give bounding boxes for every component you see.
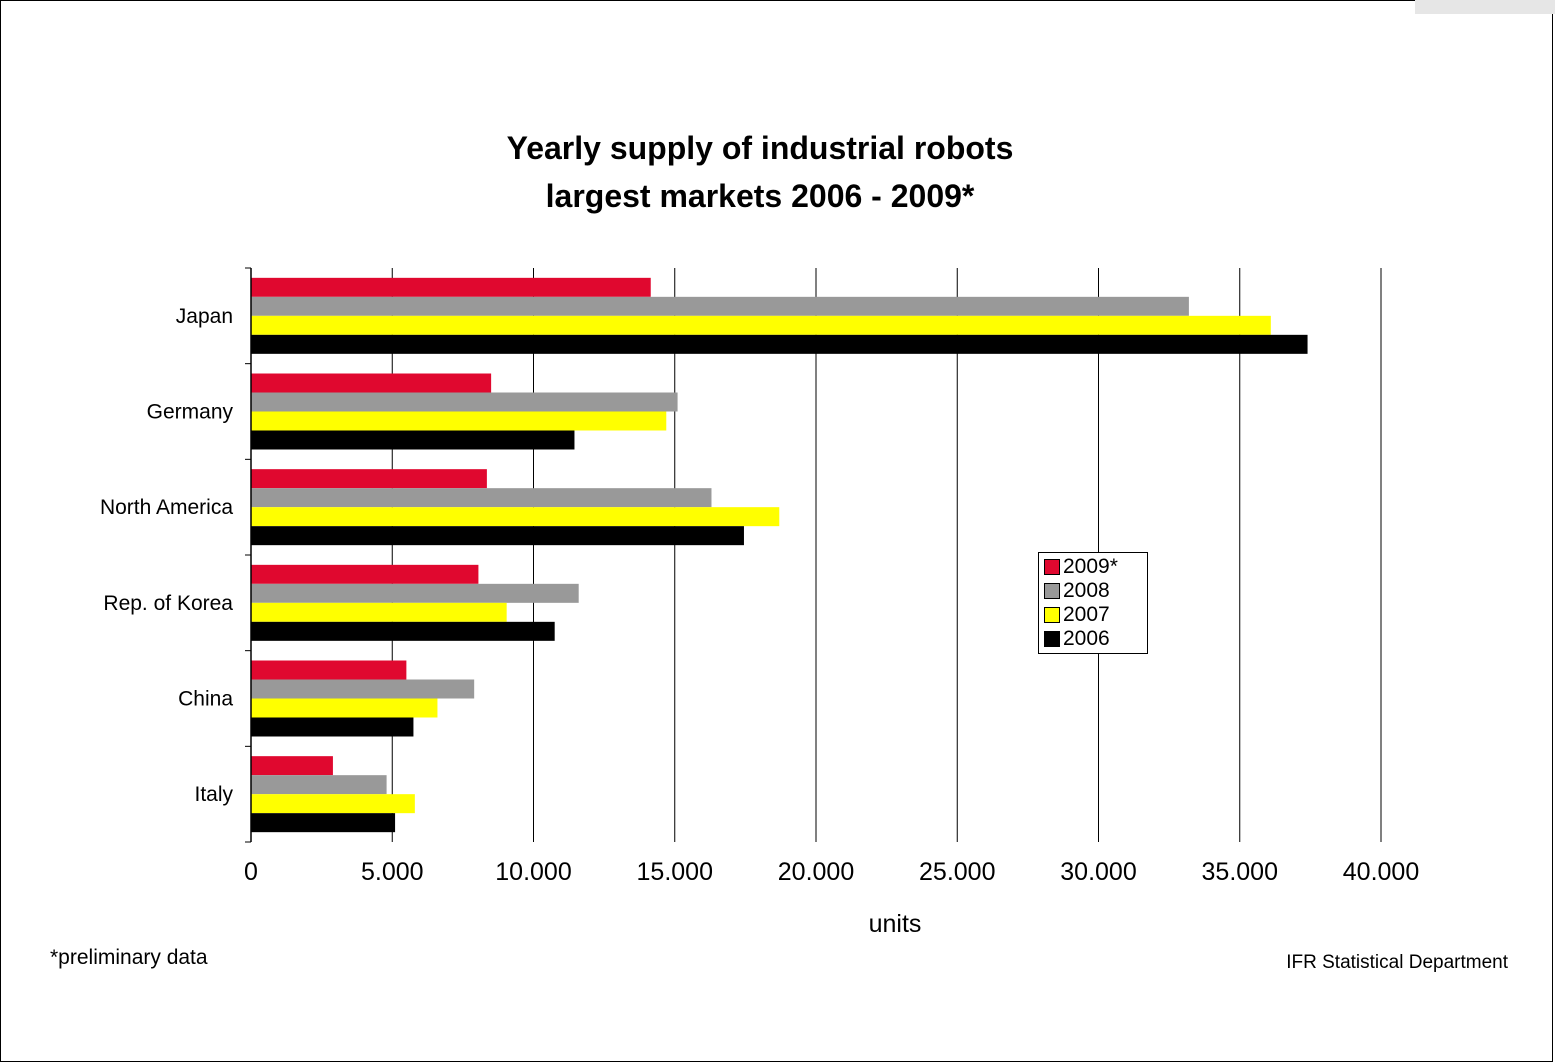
- bar-2009-rep-of-korea: [251, 564, 479, 584]
- bar-2009-china: [251, 660, 407, 680]
- bar-2007-italy: [251, 794, 415, 814]
- bar-2009-germany: [251, 373, 492, 393]
- bar-2006-japan: [251, 334, 1308, 354]
- bar-2009-japan: [251, 277, 651, 297]
- x-tick-label: 15.000: [637, 858, 713, 886]
- legend-item: 2006: [1044, 627, 1147, 651]
- x-tick-label: 0: [244, 858, 258, 886]
- bar-2009-north-america: [251, 469, 487, 489]
- bar-2007-japan: [251, 315, 1271, 335]
- y-tick-label: Rep. of Korea: [103, 592, 233, 615]
- footnote: *preliminary data: [50, 946, 208, 969]
- bar-2007-north-america: [251, 507, 780, 527]
- bar-2008-italy: [251, 775, 387, 795]
- bar-2008-north-america: [251, 488, 712, 508]
- source-credit: IFR Statistical Department: [1286, 952, 1508, 973]
- bar-2007-rep-of-korea: [251, 602, 507, 622]
- legend-swatch-2009: [1044, 559, 1060, 575]
- x-tick-label: 25.000: [919, 858, 995, 886]
- legend-item: 2009*: [1044, 555, 1147, 579]
- bar-2006-italy: [251, 813, 396, 833]
- y-tick-label: Germany: [147, 401, 234, 424]
- legend-swatch-2008: [1044, 583, 1060, 599]
- legend-label: 2008: [1063, 579, 1110, 602]
- legend-item: 2008: [1044, 579, 1147, 603]
- legend-swatch-2006: [1044, 631, 1060, 647]
- x-tick-label: 30.000: [1060, 858, 1136, 886]
- bar-2006-germany: [251, 430, 575, 450]
- x-axis-label: units: [868, 910, 922, 938]
- y-tick-label: North America: [100, 496, 233, 519]
- legend-label: 2009*: [1063, 555, 1118, 578]
- y-tick-label: Italy: [194, 783, 233, 806]
- legend-label: 2006: [1063, 627, 1110, 650]
- bar-2008-china: [251, 679, 475, 699]
- y-tick-label: China: [178, 688, 233, 711]
- x-tick-label: 35.000: [1202, 858, 1278, 886]
- bar-2006-china: [251, 717, 414, 737]
- x-tick-label: 10.000: [495, 858, 571, 886]
- corner-tab: [1415, 0, 1555, 14]
- bar-2008-japan: [251, 296, 1189, 316]
- y-tick-label: Japan: [176, 305, 233, 328]
- x-tick-label: 20.000: [778, 858, 854, 886]
- chart-subtitle: largest markets 2006 - 2009*: [545, 178, 975, 214]
- x-tick-label: 40.000: [1343, 858, 1419, 886]
- legend-label: 2007: [1063, 603, 1110, 626]
- legend-swatch-2007: [1044, 607, 1060, 623]
- bar-2008-germany: [251, 392, 678, 412]
- bar-2006-rep-of-korea: [251, 621, 555, 641]
- bar-2008-rep-of-korea: [251, 583, 579, 603]
- legend-item: 2007: [1044, 603, 1147, 627]
- x-tick-label: 5.000: [361, 858, 424, 886]
- bar-2007-germany: [251, 411, 667, 431]
- bar-2009-italy: [251, 756, 333, 776]
- bar-2006-north-america: [251, 526, 744, 546]
- chart-title: Yearly supply of industrial robots: [506, 130, 1014, 166]
- legend: 2009* 2008 2007 2006: [1038, 552, 1148, 654]
- bar-2007-china: [251, 698, 438, 718]
